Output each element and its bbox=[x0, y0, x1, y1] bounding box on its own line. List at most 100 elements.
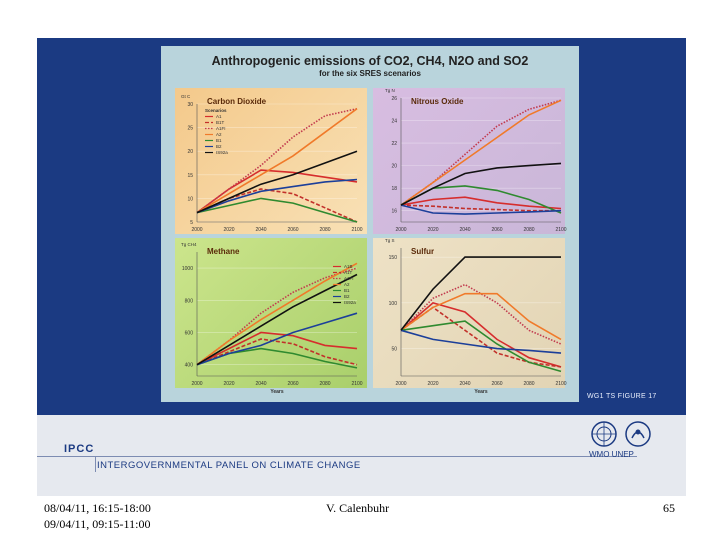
footer-divider-vertical bbox=[95, 456, 96, 472]
nitrous-oxide-y-tick-label: 26 bbox=[391, 96, 397, 102]
nitrous-oxide-series-line-a1fi bbox=[400, 99, 562, 206]
carbon-dioxide-x-tick-label: 2100 bbox=[351, 227, 362, 233]
carbon-dioxide-series-line-a1fi bbox=[196, 107, 358, 214]
unep-logo-icon bbox=[625, 421, 651, 447]
nitrous-oxide-y-tick-label: 24 bbox=[391, 119, 397, 125]
sulfur-series-line-b2 bbox=[400, 329, 562, 354]
sulfur-panel-title: Sulfur bbox=[411, 247, 434, 256]
methane-y-tick-label: 800 bbox=[185, 298, 194, 304]
sulfur-y-tick-label: 100 bbox=[389, 301, 398, 307]
nitrous-oxide-x-tick-label: 2080 bbox=[523, 227, 534, 233]
sulfur-series-line-a2 bbox=[400, 292, 562, 341]
nitrous-oxide-series-line-a2 bbox=[400, 99, 562, 206]
nitrous-oxide-y-tick-label: 16 bbox=[391, 209, 397, 215]
ipcc-figure: Anthropogenic emissions of CO2, CH4, N2O… bbox=[161, 46, 579, 402]
sulfur-y-axis-label: Tg S bbox=[385, 238, 395, 243]
figure-caption: WG1 TS FIGURE 17 bbox=[587, 393, 657, 400]
figure-subtitle: for the six SRES scenarios bbox=[319, 69, 421, 78]
sulfur-x-tick-label: 2100 bbox=[555, 381, 566, 387]
sulfur-x-tick-label: 2060 bbox=[491, 381, 502, 387]
ipcc-label: IPCC bbox=[64, 443, 95, 455]
carbon-dioxide-legend-label: A2 bbox=[216, 132, 222, 137]
carbon-dioxide-legend-label: IS92a bbox=[216, 150, 228, 155]
footer-divider bbox=[37, 456, 637, 457]
carbon-dioxide-x-tick-label: 2020 bbox=[223, 227, 234, 233]
carbon-dioxide-y-tick-label: 20 bbox=[187, 149, 193, 155]
carbon-dioxide-series-line-a2 bbox=[196, 108, 358, 214]
figure-title: Anthropogenic emissions of CO2, CH4, N2O… bbox=[211, 54, 529, 68]
nitrous-oxide-x-tick-label: 2020 bbox=[427, 227, 438, 233]
methane-legend-label: A2 bbox=[344, 282, 350, 287]
methane-legend-label: A1T bbox=[344, 270, 353, 275]
footer-band bbox=[37, 415, 686, 496]
carbon-dioxide-x-tick-label: 2060 bbox=[287, 227, 298, 233]
slide-dates: 08/04/11, 16:15-18:00 09/04/11, 09:15-11… bbox=[44, 500, 151, 532]
carbon-dioxide-panel-title: Carbon Dioxide bbox=[207, 97, 267, 106]
nitrous-oxide-x-tick-label: 2000 bbox=[395, 227, 406, 233]
nitrous-oxide-series-line-is92a bbox=[400, 162, 562, 206]
carbon-dioxide-legend-label: A1FI bbox=[216, 126, 226, 131]
nitrous-oxide-x-tick-label: 2040 bbox=[459, 227, 470, 233]
nitrous-oxide-y-tick-label: 18 bbox=[391, 186, 397, 192]
carbon-dioxide-y-tick-label: 30 bbox=[187, 102, 193, 108]
methane-legend-label: B1 bbox=[344, 288, 350, 293]
methane-legend-label: IS92a bbox=[344, 300, 356, 305]
carbon-dioxide-series-line-is92a bbox=[196, 150, 358, 214]
carbon-dioxide-y-tick-label: 5 bbox=[190, 220, 193, 226]
carbon-dioxide-legend-label: B2 bbox=[216, 144, 222, 149]
carbon-dioxide-y-axis-label: Gt C bbox=[181, 94, 191, 99]
carbon-dioxide-legend-label: B1 bbox=[216, 138, 222, 143]
methane-y-tick-label: 600 bbox=[185, 331, 194, 337]
wmo-logo-icon bbox=[591, 421, 617, 447]
methane-x-tick-label: 2040 bbox=[255, 381, 266, 387]
methane-x-tick-label: 2060 bbox=[287, 381, 298, 387]
carbon-dioxide-y-tick-label: 25 bbox=[187, 126, 193, 132]
carbon-dioxide-series-line-b2 bbox=[196, 178, 358, 214]
carbon-dioxide-y-tick-label: 15 bbox=[187, 173, 193, 179]
charts-svg: 5 10 15 20 25 30 2000 2020 2040 2060 2080 2100 Carbo… bbox=[181, 88, 567, 395]
sulfur-x-tick-label: 2040 bbox=[459, 381, 470, 387]
sulfur-x-tick-label: 2020 bbox=[427, 381, 438, 387]
ipcc-full-name: INTERGOVERNMENTAL PANEL ON CLIMATE CHANG… bbox=[97, 460, 361, 471]
methane-x-tick-label: 2100 bbox=[351, 381, 362, 387]
methane-series-line-a1b bbox=[196, 331, 358, 366]
sulfur-y-tick-label: 50 bbox=[391, 347, 397, 353]
methane-y-tick-label: 1000 bbox=[182, 266, 193, 272]
methane-x-tick-label: 2000 bbox=[191, 381, 202, 387]
nitrous-oxide-panel-title: Nitrous Oxide bbox=[411, 97, 464, 106]
nitrous-oxide-x-tick-label: 2100 bbox=[555, 227, 566, 233]
presenter-name: V. Calenbuhr bbox=[326, 501, 390, 515]
carbon-dioxide-x-tick-label: 2000 bbox=[191, 227, 202, 233]
methane-series-line-is92a bbox=[196, 273, 358, 366]
sulfur-series-line-is92a bbox=[400, 256, 561, 331]
carbon-dioxide-legend-label: B1T bbox=[216, 120, 225, 125]
methane-legend-label: A1FI bbox=[344, 276, 354, 281]
logo-labels: WMO UNEP bbox=[589, 450, 634, 459]
nitrous-oxide-series-line-a1t bbox=[400, 204, 561, 212]
carbon-dioxide-legend-label: A1 bbox=[216, 114, 222, 119]
methane-series-line-b2 bbox=[196, 312, 358, 366]
methane-panel-title: Methane bbox=[207, 247, 240, 256]
carbon-dioxide-x-tick-label: 2080 bbox=[319, 227, 330, 233]
nitrous-oxide-y-tick-label: 22 bbox=[391, 141, 397, 147]
methane-series-line-a2 bbox=[196, 262, 358, 366]
carbon-dioxide-y-tick-label: 10 bbox=[187, 196, 193, 202]
date-line-1: 08/04/11, 16:15-18:00 bbox=[44, 501, 151, 515]
carbon-dioxide-x-tick-label: 2040 bbox=[255, 227, 266, 233]
sulfur-series-line-a1b bbox=[400, 302, 562, 368]
carbon-dioxide-series-line-a1t bbox=[196, 188, 358, 223]
date-line-2: 09/04/11, 09:15-11:00 bbox=[44, 517, 151, 531]
carbon-dioxide-legend-title: Scenarios bbox=[205, 108, 227, 113]
nitrous-oxide-series-line-b2 bbox=[400, 204, 562, 215]
methane-legend-label: A1B bbox=[344, 264, 353, 269]
nitrous-oxide-y-axis-label: Tg N bbox=[385, 88, 395, 93]
page-number: 65 bbox=[663, 501, 675, 515]
nitrous-oxide-series-line-a1b bbox=[400, 196, 562, 210]
nitrous-oxide-x-tick-label: 2060 bbox=[491, 227, 502, 233]
sulfur-y-tick-label: 150 bbox=[389, 255, 398, 261]
sulfur-x-axis-label: Years bbox=[474, 389, 488, 395]
methane-legend-label: B2 bbox=[344, 294, 350, 299]
carbon-dioxide-series-line-b1 bbox=[196, 197, 358, 223]
methane-x-axis-label: Years bbox=[270, 389, 284, 395]
methane-series-line-a1t bbox=[196, 338, 358, 366]
